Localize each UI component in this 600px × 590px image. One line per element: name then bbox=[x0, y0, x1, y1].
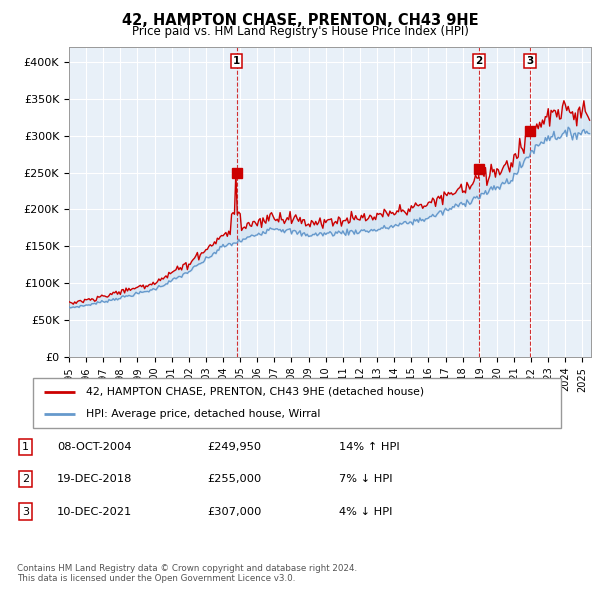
Text: 4% ↓ HPI: 4% ↓ HPI bbox=[339, 507, 392, 516]
Text: 2: 2 bbox=[22, 474, 29, 484]
Text: 7% ↓ HPI: 7% ↓ HPI bbox=[339, 474, 392, 484]
Text: 3: 3 bbox=[527, 56, 534, 66]
Text: 1: 1 bbox=[233, 56, 240, 66]
Text: 2: 2 bbox=[476, 56, 483, 66]
Text: 1: 1 bbox=[22, 442, 29, 451]
Text: £307,000: £307,000 bbox=[207, 507, 262, 516]
Text: HPI: Average price, detached house, Wirral: HPI: Average price, detached house, Wirr… bbox=[86, 409, 320, 419]
Text: Contains HM Land Registry data © Crown copyright and database right 2024.
This d: Contains HM Land Registry data © Crown c… bbox=[17, 563, 357, 583]
Text: 19-DEC-2018: 19-DEC-2018 bbox=[57, 474, 133, 484]
Text: 42, HAMPTON CHASE, PRENTON, CH43 9HE (detached house): 42, HAMPTON CHASE, PRENTON, CH43 9HE (de… bbox=[86, 386, 424, 396]
Text: 14% ↑ HPI: 14% ↑ HPI bbox=[339, 442, 400, 451]
Text: 42, HAMPTON CHASE, PRENTON, CH43 9HE: 42, HAMPTON CHASE, PRENTON, CH43 9HE bbox=[122, 13, 478, 28]
Text: 10-DEC-2021: 10-DEC-2021 bbox=[57, 507, 132, 516]
Text: £249,950: £249,950 bbox=[207, 442, 261, 451]
Text: £255,000: £255,000 bbox=[207, 474, 261, 484]
FancyBboxPatch shape bbox=[33, 378, 561, 428]
Text: 3: 3 bbox=[22, 507, 29, 516]
Text: 08-OCT-2004: 08-OCT-2004 bbox=[57, 442, 131, 451]
Text: Price paid vs. HM Land Registry's House Price Index (HPI): Price paid vs. HM Land Registry's House … bbox=[131, 25, 469, 38]
